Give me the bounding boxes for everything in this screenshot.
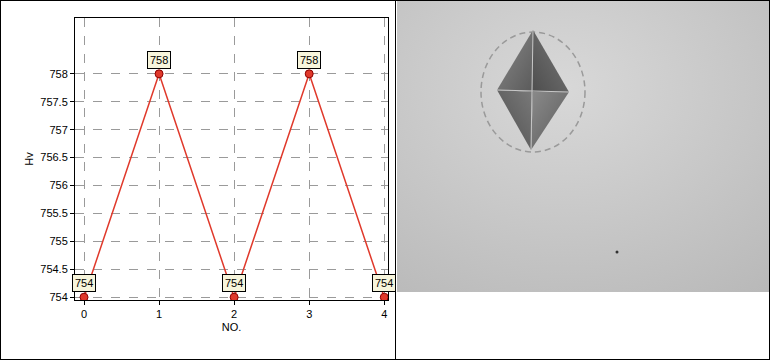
svg-text:758: 758 — [49, 68, 67, 80]
svg-text:4: 4 — [381, 308, 387, 320]
svg-text:0: 0 — [81, 308, 87, 320]
svg-text:Hv: Hv — [23, 152, 35, 166]
svg-text:758: 758 — [300, 54, 318, 66]
svg-text:3: 3 — [306, 308, 312, 320]
svg-text:756.5: 756.5 — [40, 151, 68, 163]
svg-text:NO.: NO. — [222, 321, 242, 333]
svg-text:754: 754 — [75, 277, 93, 289]
svg-text:754.5: 754.5 — [40, 263, 68, 275]
svg-text:756: 756 — [49, 179, 67, 191]
svg-text:754: 754 — [49, 291, 67, 303]
svg-text:1: 1 — [156, 308, 162, 320]
svg-text:754: 754 — [375, 277, 393, 289]
svg-text:754: 754 — [225, 277, 243, 289]
svg-text:2: 2 — [231, 308, 237, 320]
svg-text:755: 755 — [49, 235, 67, 247]
svg-text:758: 758 — [150, 54, 168, 66]
svg-text:757: 757 — [49, 124, 67, 136]
svg-text:757.5: 757.5 — [40, 96, 68, 108]
svg-text:755.5: 755.5 — [40, 207, 68, 219]
